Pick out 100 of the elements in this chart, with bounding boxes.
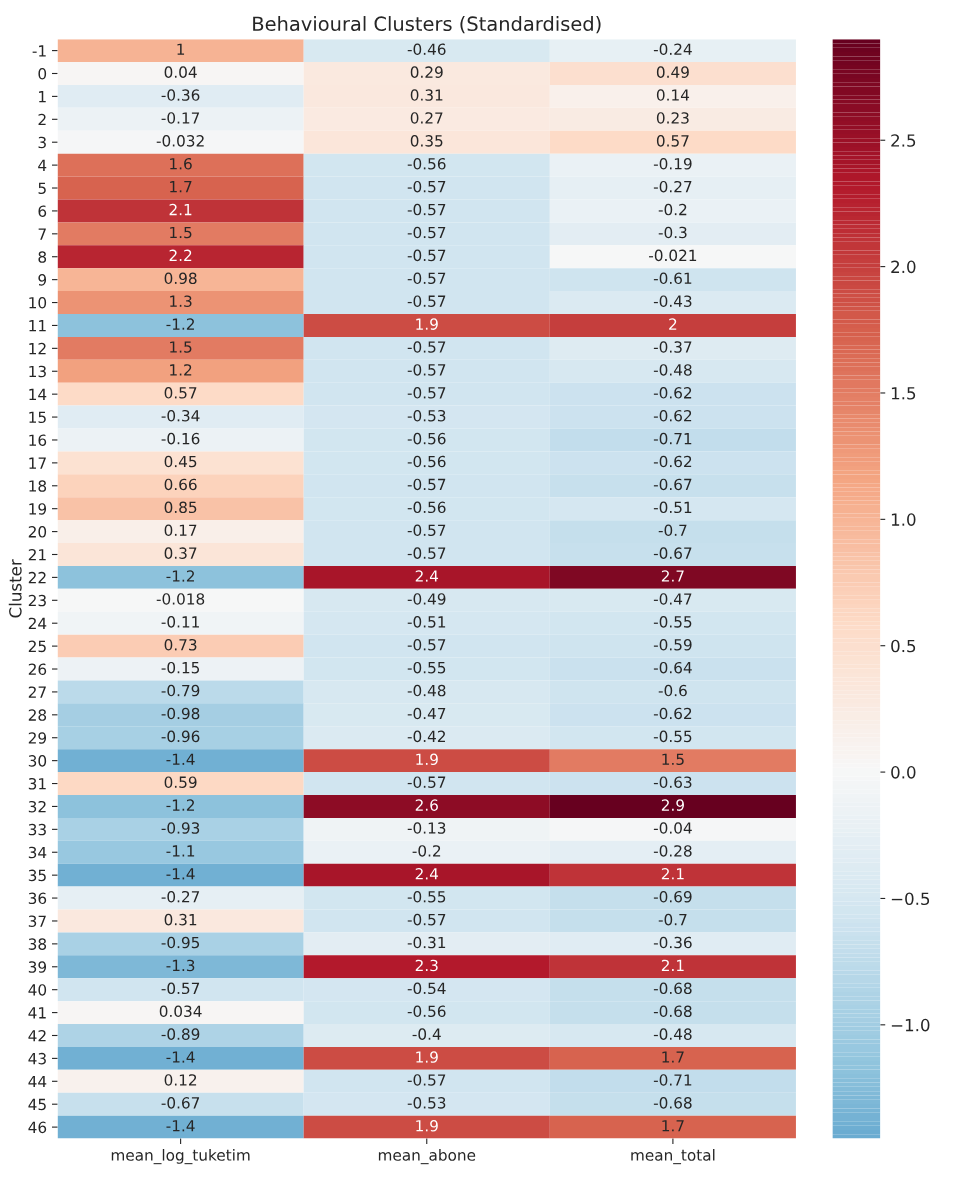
data-label: -0.93 xyxy=(161,822,200,834)
data-label: -1.4 xyxy=(166,1051,195,1063)
data-label: 0.23 xyxy=(656,112,689,124)
data-label: -1.4 xyxy=(166,868,195,880)
data-label: -0.27 xyxy=(653,180,692,193)
data-label: 1.5 xyxy=(662,753,684,766)
chart-title: Behavioural Clusters (Standardised) xyxy=(253,16,601,34)
data-label: -0.48 xyxy=(653,1028,692,1040)
data-label: -0.54 xyxy=(407,982,446,995)
data-label: -0.56 xyxy=(407,157,446,170)
data-label: 2.3 xyxy=(415,959,438,972)
y-tick-label: 19 xyxy=(29,503,47,515)
data-label: -0.2 xyxy=(412,845,441,857)
y-tick-label: 27 xyxy=(28,686,46,698)
y-tick-label: 23 xyxy=(28,594,46,607)
y-axis-title: Cluster xyxy=(8,559,22,618)
data-label: -0.42 xyxy=(407,730,445,743)
data-label: 1.3 xyxy=(170,295,192,307)
color-bar-label: 1.5 xyxy=(891,387,916,400)
data-label: -1.2 xyxy=(166,318,194,330)
y-tick-label: 22 xyxy=(28,571,46,584)
data-label: 1.9 xyxy=(416,753,438,766)
data-label: 0.37 xyxy=(164,547,197,559)
data-label: 2.1 xyxy=(661,868,684,880)
y-tick-label: 18 xyxy=(29,480,47,492)
data-label: 0.85 xyxy=(164,501,197,514)
data-label: -0.55 xyxy=(407,890,446,903)
data-label: 0.034 xyxy=(159,1005,202,1018)
data-label: 2 xyxy=(669,318,677,330)
data-label: 2.6 xyxy=(415,799,438,811)
data-label: -0.48 xyxy=(653,364,692,376)
data-label: -1.1 xyxy=(166,845,195,857)
y-tick-label: 4 xyxy=(38,159,47,171)
data-label: -1.3 xyxy=(166,959,195,972)
data-label: 0.49 xyxy=(656,66,689,78)
data-label: -0.57 xyxy=(407,203,446,216)
data-label: 1.9 xyxy=(416,1051,438,1063)
data-label: -0.7 xyxy=(658,913,687,926)
data-label: 1.9 xyxy=(416,1119,438,1132)
data-label: -0.62 xyxy=(653,707,692,720)
data-label: -0.57 xyxy=(407,478,446,491)
y-tick-label: 35 xyxy=(28,869,46,882)
data-label: -1.2 xyxy=(166,799,194,811)
data-label: -0.55 xyxy=(653,616,692,628)
y-tick-label: 43 xyxy=(28,1052,46,1065)
data-label: 0.45 xyxy=(164,455,197,468)
data-label: 1 xyxy=(177,43,185,55)
data-label: -0.68 xyxy=(653,982,692,995)
data-label: -0.57 xyxy=(407,272,446,285)
data-label: -1.2 xyxy=(166,570,194,582)
data-label: -0.56 xyxy=(407,1005,446,1018)
y-tick-label: 26 xyxy=(28,663,47,676)
data-label: 1.5 xyxy=(170,226,192,239)
data-label: -0.47 xyxy=(653,593,692,605)
y-tick-label: 45 xyxy=(28,1098,46,1111)
data-label: -0.032 xyxy=(156,135,204,147)
data-label: -0.2 xyxy=(658,203,687,216)
data-label: -0.3 xyxy=(658,226,687,239)
y-tick-label: 20 xyxy=(28,526,47,538)
x-tick-label: mean_abone xyxy=(378,1148,476,1165)
data-label: -0.67 xyxy=(653,547,692,559)
data-label: 0.57 xyxy=(164,387,197,399)
data-label: 0.73 xyxy=(164,638,197,651)
data-label: 1.2 xyxy=(170,364,192,376)
y-tick-label: 37 xyxy=(28,915,46,927)
y-tick-label: 14 xyxy=(29,388,47,400)
data-label: -0.27 xyxy=(161,890,200,903)
data-label: -0.48 xyxy=(407,684,446,697)
y-tick-label: 33 xyxy=(28,823,46,836)
data-label: -0.63 xyxy=(653,776,692,788)
data-label: -1.4 xyxy=(166,1120,195,1132)
data-label: 0.17 xyxy=(164,524,197,537)
data-label: -0.36 xyxy=(161,89,200,101)
data-label: 2.9 xyxy=(661,799,684,811)
y-tick-label: 1 xyxy=(39,91,46,103)
data-label: -0.56 xyxy=(407,432,446,445)
data-label: 0.98 xyxy=(164,272,197,285)
color-bar-label: −0.5 xyxy=(891,892,930,906)
data-label: 0.14 xyxy=(656,89,690,101)
data-label: -0.34 xyxy=(161,409,200,422)
y-tick-label: 9 xyxy=(38,274,47,286)
data-label: 2.2 xyxy=(169,249,192,261)
data-label: -0.43 xyxy=(653,295,692,307)
data-label: -0.56 xyxy=(407,501,446,514)
y-tick-label: 38 xyxy=(28,938,47,950)
y-tick-label: 39 xyxy=(28,961,47,973)
data-label: -0.67 xyxy=(161,1097,200,1109)
y-tick-label: 21 xyxy=(28,548,46,561)
y-tick-label: 42 xyxy=(28,1029,46,1042)
data-label: -0.61 xyxy=(653,272,692,285)
color-bar-label: 1.0 xyxy=(891,513,916,526)
data-label: -0.31 xyxy=(407,936,446,949)
data-label: -0.57 xyxy=(407,295,446,307)
data-label: -0.46 xyxy=(407,43,446,56)
y-tick-label: 24 xyxy=(28,617,47,630)
color-bar-label: 0.5 xyxy=(891,639,916,653)
y-tick-label: 29 xyxy=(28,732,47,744)
data-label: -0.68 xyxy=(653,1005,692,1018)
y-tick-label: 3 xyxy=(38,136,46,149)
data-label: -0.57 xyxy=(407,364,446,376)
